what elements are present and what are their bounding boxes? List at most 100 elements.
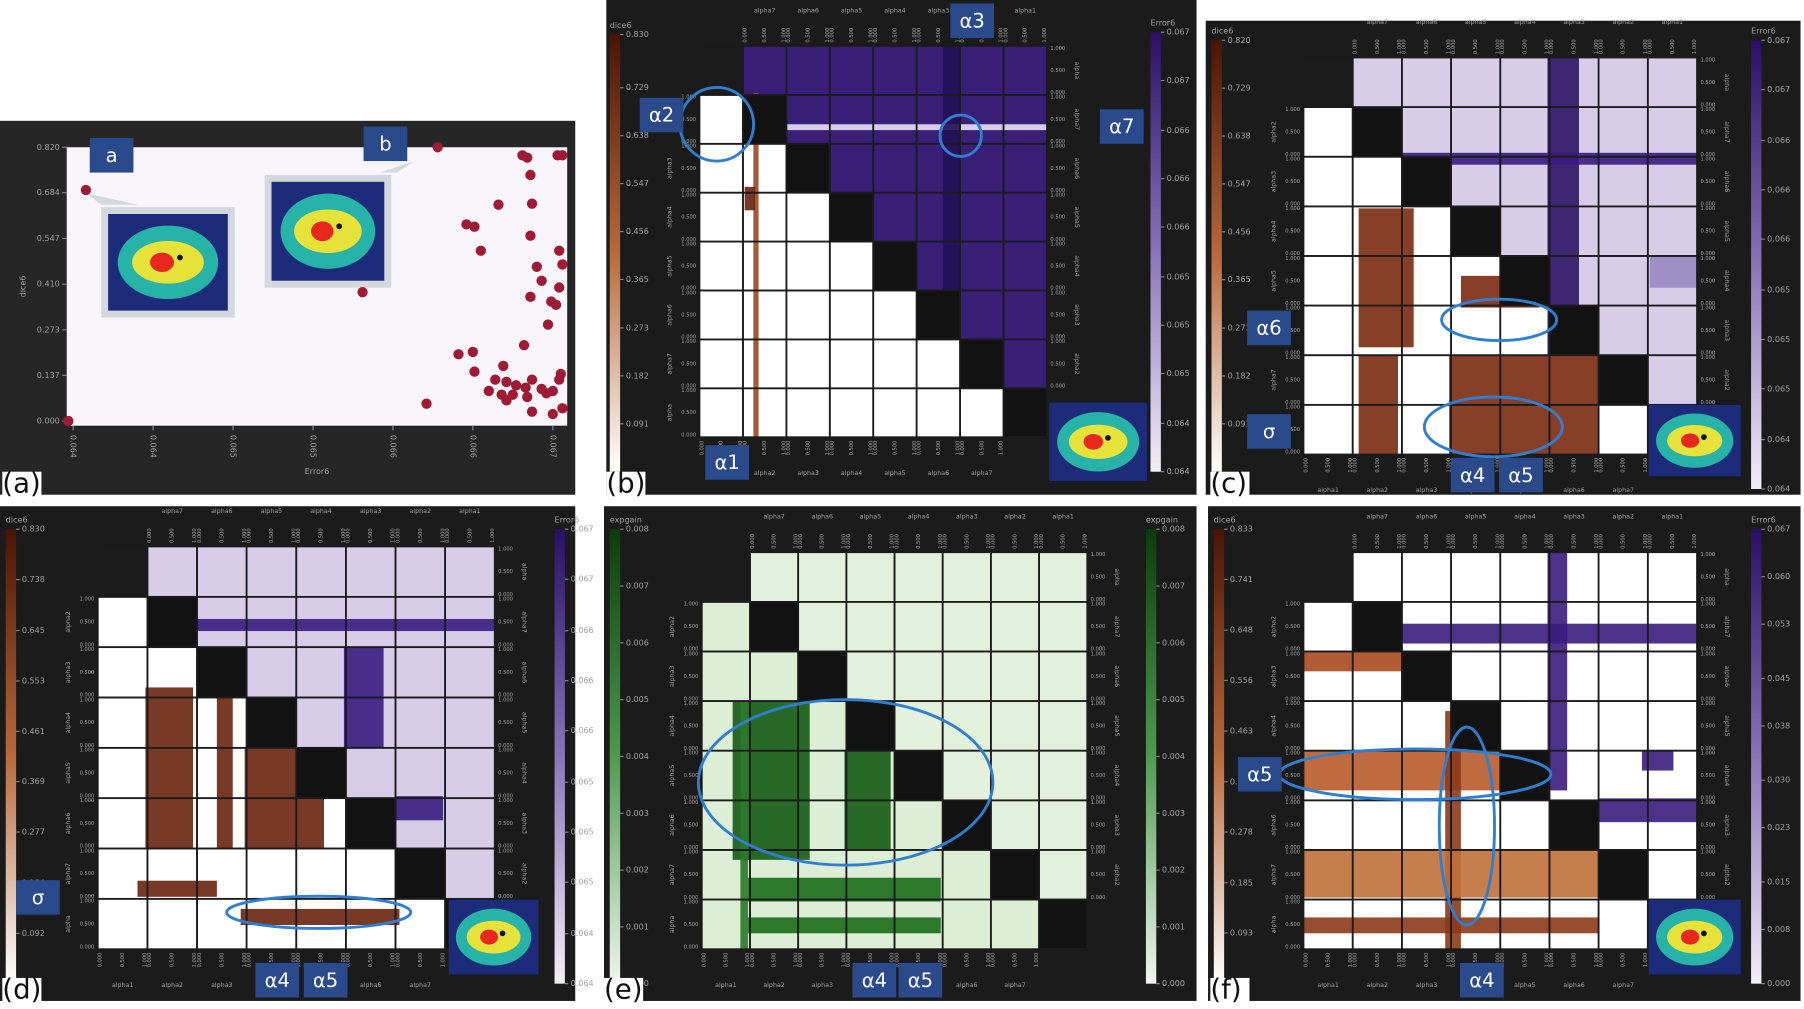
cell-tick-label: 0.500 xyxy=(936,28,942,43)
point xyxy=(357,286,368,298)
variable-name: alpha6 xyxy=(667,304,674,326)
annotation: α6 xyxy=(1256,317,1281,340)
variable-name: alpha2 xyxy=(763,982,785,989)
variable-name: alpha3 xyxy=(1073,304,1080,326)
cell xyxy=(873,46,917,95)
point xyxy=(531,261,542,272)
diagonal-cell xyxy=(246,697,297,748)
cell-tick-label: 0.500 xyxy=(1700,179,1715,185)
cell-tick-label: 0.500 xyxy=(1473,39,1479,54)
cell-tick-label: 1.000 xyxy=(999,441,1005,456)
annotation-box xyxy=(16,880,60,915)
cell-tick-label: 0.000 xyxy=(1402,534,1408,549)
inset-dot xyxy=(499,930,506,937)
cell-tick-label: 0.000 xyxy=(1500,39,1506,54)
point xyxy=(483,385,495,397)
cell-tick-label: 1.000 xyxy=(1050,193,1065,199)
cell-tick-label: 0.500 xyxy=(1285,328,1300,334)
cell-tick-label: 0.500 xyxy=(1285,773,1300,779)
cell-tick-label: 0.500 xyxy=(1285,427,1300,433)
colorbar-tick-label: 0.045 xyxy=(1767,674,1790,683)
cell xyxy=(1647,107,1698,157)
colorbar-tick-label: 0.278 xyxy=(1230,828,1253,837)
cell xyxy=(1500,552,1550,602)
colorbar-label: Error6 xyxy=(1151,19,1176,28)
cell-tick-label: 0.500 xyxy=(1285,922,1300,928)
diagonal-cell xyxy=(916,290,961,340)
cell-tick-label: 0.000 xyxy=(798,953,804,968)
cell xyxy=(916,388,961,438)
cell-tick-label: 1.000 xyxy=(1397,458,1403,473)
diagonal-cell xyxy=(1352,107,1402,157)
cell xyxy=(1647,156,1698,207)
variable-name: alpha2 xyxy=(1367,487,1389,494)
colorbar-tick-label: 0.003 xyxy=(626,809,649,818)
cell-tick-label: 0.500 xyxy=(1424,534,1430,549)
diagonal-cell xyxy=(829,192,874,242)
cell-tick-label: 1.000 xyxy=(291,528,297,543)
colorbar-tick-label: 0.738 xyxy=(22,575,45,584)
variable-name: alpha2 xyxy=(754,470,776,477)
cell-tick-label: 1.000 xyxy=(684,651,699,657)
cell-tick-label: 0.500 xyxy=(1700,278,1715,284)
cell-tick-label: 1.000 xyxy=(745,953,751,968)
cell xyxy=(1500,57,1550,108)
annotation-box xyxy=(89,138,134,173)
cell-tick-label: 0.000 xyxy=(743,28,749,43)
variable-name: alpha6 xyxy=(1271,814,1278,836)
cell xyxy=(1451,156,1501,207)
variable-name: alpha3 xyxy=(1271,171,1278,193)
diagonal-cell xyxy=(894,750,943,801)
colorbar-tick-label: 0.004 xyxy=(1162,752,1185,761)
cell-tick-label: 1.000 xyxy=(1446,458,1452,473)
cell xyxy=(960,143,1004,193)
point xyxy=(493,199,504,210)
cell xyxy=(395,546,446,597)
colorbar-tick-label: 0.066 xyxy=(571,626,594,635)
cell-tick-label: 1.000 xyxy=(1034,953,1040,968)
variable-name: alpha7 xyxy=(1367,514,1389,521)
point xyxy=(520,382,531,393)
cell-tick-label: 0.500 xyxy=(936,441,942,456)
cell-tick-label: 1.000 xyxy=(890,534,896,549)
colorbar-tick-label: 0.004 xyxy=(626,752,649,761)
cell-tick-label: 1.000 xyxy=(1700,850,1715,856)
annotation-box xyxy=(639,97,684,133)
point xyxy=(536,275,547,286)
variable-name: alpha7 xyxy=(1004,982,1026,989)
cell-tick-label: 1.000 xyxy=(681,290,696,296)
cell xyxy=(246,848,297,899)
colorbar-tick-label: 0.001 xyxy=(626,922,649,931)
cell-tick-label: 1.000 xyxy=(1285,256,1300,262)
annotation: α4 xyxy=(1460,464,1485,487)
cell-tick-label: 0.500 xyxy=(219,953,225,968)
x-tick-label: 0.064 xyxy=(149,435,158,458)
colorbar-tick-label: 0.820 xyxy=(1228,36,1251,45)
colorbar-tick-label: 0.066 xyxy=(1167,126,1190,135)
cell xyxy=(1352,57,1402,108)
point xyxy=(518,340,530,351)
diagonal-cell xyxy=(1500,255,1550,306)
cell xyxy=(846,651,895,702)
cell-tick-label: 0.500 xyxy=(1700,575,1715,581)
colorbar-tick-label: 0.066 xyxy=(1767,235,1790,244)
cell xyxy=(942,552,991,602)
variable-name: alpha1 xyxy=(1014,7,1036,14)
cell-tick-label: 1.000 xyxy=(1050,339,1065,345)
colorbar-tick-label: 0.648 xyxy=(1230,626,1253,635)
colorbar-tick-label: 0.067 xyxy=(1167,76,1190,85)
panel-label-bg xyxy=(1210,977,1250,1004)
colorbar-tick-label: 0.185 xyxy=(1230,878,1253,887)
cell xyxy=(1647,206,1698,256)
colorbar-tick-label: 0.463 xyxy=(1230,727,1253,736)
cell-tick-label: 0.000 xyxy=(684,696,699,702)
cell-tick-label: 0.500 xyxy=(1091,872,1106,878)
cell-tick-label: 0.000 xyxy=(1549,458,1555,473)
cell xyxy=(829,339,874,389)
corner-cell xyxy=(701,552,750,602)
cell-tick-label: 0.500 xyxy=(1700,773,1715,779)
variable-name: alpha2 xyxy=(1612,19,1634,26)
cell-tick-label: 1.000 xyxy=(440,528,446,543)
cell xyxy=(1401,355,1452,405)
diagonal-cell xyxy=(960,339,1004,389)
